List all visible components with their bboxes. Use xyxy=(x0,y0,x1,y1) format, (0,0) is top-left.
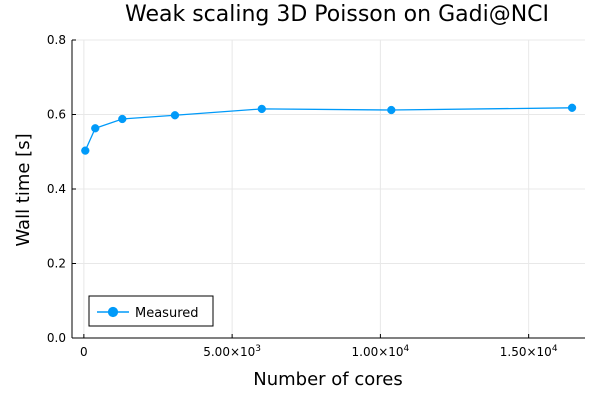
series-point-0-2 xyxy=(118,114,127,124)
y-tick-label-4: 0.8 xyxy=(47,33,66,47)
x-tick-label-2: 1.00×104 xyxy=(352,344,410,359)
chart-title: Weak scaling 3D Poisson on Gadi@NCI xyxy=(125,2,549,27)
x-tick-exponent-3: 4 xyxy=(552,344,558,354)
y-tick-label-0: 0.0 xyxy=(47,331,66,345)
x-tick-mantissa-2: 1.00×10 xyxy=(352,345,404,359)
series-point-0-6 xyxy=(567,103,577,112)
series-point-0-0 xyxy=(81,146,90,155)
y-tick-label-3: 0.6 xyxy=(47,108,66,122)
x-tick-exponent-2: 4 xyxy=(404,344,410,354)
y-axis-label: Wall time [s] xyxy=(13,133,34,246)
series-point-0-4 xyxy=(257,104,266,114)
x-tick-mantissa-1: 5.00×10 xyxy=(203,345,255,359)
series-point-0-1 xyxy=(91,124,100,133)
legend-label-measured: Measured xyxy=(135,306,199,321)
series-point-0-3 xyxy=(170,111,180,120)
legend-marker-sample xyxy=(107,306,119,318)
series-layer xyxy=(81,103,577,155)
x-tick-exponent-1: 3 xyxy=(255,344,261,354)
x-tick-label-1: 5.00×103 xyxy=(203,344,261,359)
x-tick-label-3: 1.50×104 xyxy=(500,344,558,359)
x-axis-label: Number of cores xyxy=(253,369,402,390)
x-tick-mantissa-3: 1.50×10 xyxy=(500,345,552,359)
x-tick-label-0: 0 xyxy=(80,345,88,359)
series-point-0-5 xyxy=(387,105,396,115)
y-tick-label-1: 0.2 xyxy=(47,257,66,271)
legend: Measured xyxy=(88,295,214,327)
y-tick-label-2: 0.4 xyxy=(47,182,66,196)
